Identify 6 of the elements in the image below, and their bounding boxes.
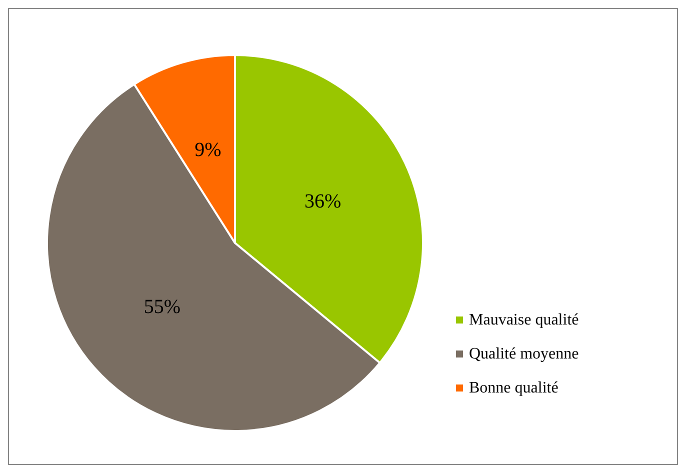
legend-label: Bonne qualité [469,380,558,396]
data-label: 36% [304,190,342,213]
legend-label: Mauvaise qualité [469,312,579,328]
legend-label: Qualité moyenne [469,346,579,362]
data-label: 9% [194,138,222,161]
data-label: 55% [144,296,181,318]
